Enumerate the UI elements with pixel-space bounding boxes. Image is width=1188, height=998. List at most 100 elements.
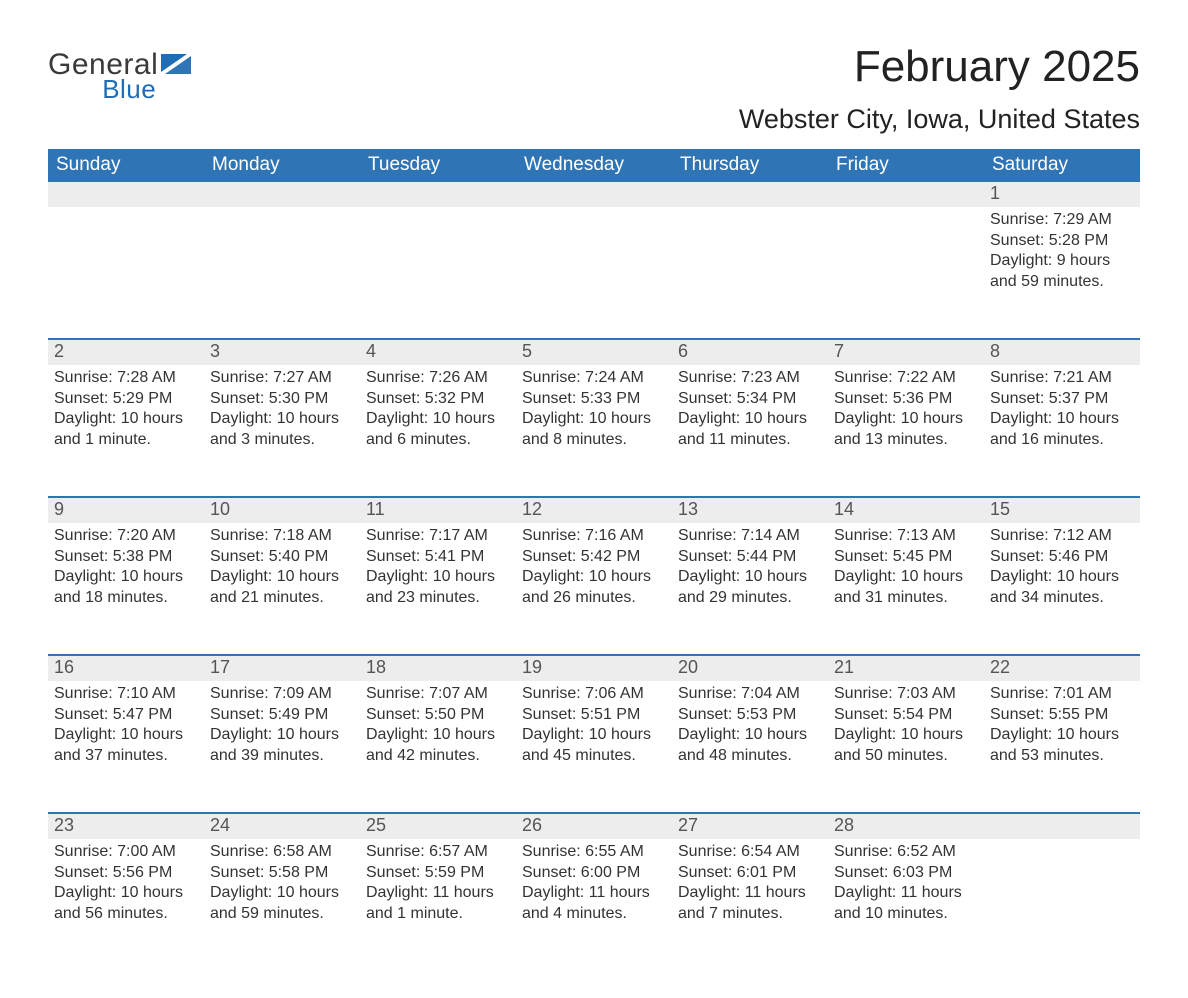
calendar-page: General Blue February 2025 Webster City,… [0,0,1188,998]
daylight-text: Daylight: 10 hours and 11 minutes. [678,409,822,450]
day-detail-cell [48,207,204,339]
day-number-cell: 14 [828,497,984,523]
daylight-text: Daylight: 10 hours and 18 minutes. [54,567,198,608]
day-number-cell [828,182,984,207]
sunrise-text: Sunrise: 6:58 AM [210,842,354,862]
sunset-text: Sunset: 5:44 PM [678,547,822,567]
sunset-text: Sunset: 5:28 PM [990,231,1134,251]
day-detail-cell: Sunrise: 7:14 AMSunset: 5:44 PMDaylight:… [672,523,828,655]
daylight-text: Daylight: 10 hours and 34 minutes. [990,567,1134,608]
sunset-text: Sunset: 5:41 PM [366,547,510,567]
day-detail-cell: Sunrise: 7:09 AMSunset: 5:49 PMDaylight:… [204,681,360,813]
sunset-text: Sunset: 5:33 PM [522,389,666,409]
day-number-cell: 10 [204,497,360,523]
day-number-cell: 5 [516,339,672,365]
day-number-cell: 23 [48,813,204,839]
sunset-text: Sunset: 5:37 PM [990,389,1134,409]
day-number-row: 2345678 [48,339,1140,365]
day-number-cell [360,182,516,207]
flag-icon [161,54,195,80]
sunrise-text: Sunrise: 7:23 AM [678,368,822,388]
day-number-row: 9101112131415 [48,497,1140,523]
day-detail-cell: Sunrise: 7:28 AMSunset: 5:29 PMDaylight:… [48,365,204,497]
day-detail-cell: Sunrise: 7:21 AMSunset: 5:37 PMDaylight:… [984,365,1140,497]
daylight-text: Daylight: 10 hours and 37 minutes. [54,725,198,766]
daylight-text: Daylight: 10 hours and 8 minutes. [522,409,666,450]
sunrise-text: Sunrise: 7:17 AM [366,526,510,546]
day-number-cell: 27 [672,813,828,839]
sunset-text: Sunset: 5:45 PM [834,547,978,567]
day-number-cell: 15 [984,497,1140,523]
day-number-cell: 13 [672,497,828,523]
day-detail-cell [360,207,516,339]
header-row: General Blue February 2025 Webster City,… [48,44,1140,135]
sunrise-text: Sunrise: 7:06 AM [522,684,666,704]
daylight-text: Daylight: 10 hours and 31 minutes. [834,567,978,608]
day-detail-cell: Sunrise: 7:17 AMSunset: 5:41 PMDaylight:… [360,523,516,655]
daylight-text: Daylight: 10 hours and 53 minutes. [990,725,1134,766]
day-detail-cell: Sunrise: 6:54 AMSunset: 6:01 PMDaylight:… [672,839,828,950]
day-number-cell: 11 [360,497,516,523]
day-number-cell: 8 [984,339,1140,365]
sunset-text: Sunset: 5:30 PM [210,389,354,409]
day-detail-cell [204,207,360,339]
sunrise-text: Sunrise: 7:13 AM [834,526,978,546]
day-detail-cell: Sunrise: 7:22 AMSunset: 5:36 PMDaylight:… [828,365,984,497]
daylight-text: Daylight: 10 hours and 50 minutes. [834,725,978,766]
sunrise-text: Sunrise: 6:55 AM [522,842,666,862]
sunrise-text: Sunrise: 6:57 AM [366,842,510,862]
sunset-text: Sunset: 5:49 PM [210,705,354,725]
location: Webster City, Iowa, United States [739,104,1140,135]
day-detail-row: Sunrise: 7:29 AMSunset: 5:28 PMDaylight:… [48,207,1140,339]
titles: February 2025 Webster City, Iowa, United… [739,44,1140,135]
daylight-text: Daylight: 10 hours and 45 minutes. [522,725,666,766]
sunrise-text: Sunrise: 7:12 AM [990,526,1134,546]
weekday-header: Monday [204,149,360,182]
sunrise-text: Sunrise: 7:20 AM [54,526,198,546]
daylight-text: Daylight: 10 hours and 1 minute. [54,409,198,450]
day-detail-cell: Sunrise: 6:57 AMSunset: 5:59 PMDaylight:… [360,839,516,950]
sunset-text: Sunset: 6:01 PM [678,863,822,883]
sunset-text: Sunset: 5:29 PM [54,389,198,409]
sunset-text: Sunset: 5:40 PM [210,547,354,567]
daylight-text: Daylight: 10 hours and 6 minutes. [366,409,510,450]
sunrise-text: Sunrise: 7:26 AM [366,368,510,388]
day-detail-cell: Sunrise: 7:26 AMSunset: 5:32 PMDaylight:… [360,365,516,497]
logo-text: General Blue [48,50,158,102]
sunset-text: Sunset: 5:53 PM [678,705,822,725]
day-number-cell [204,182,360,207]
daylight-text: Daylight: 10 hours and 39 minutes. [210,725,354,766]
sunrise-text: Sunrise: 7:14 AM [678,526,822,546]
sunset-text: Sunset: 5:36 PM [834,389,978,409]
sunset-text: Sunset: 5:59 PM [366,863,510,883]
day-number-cell: 9 [48,497,204,523]
day-detail-cell: Sunrise: 7:12 AMSunset: 5:46 PMDaylight:… [984,523,1140,655]
day-number-row: 16171819202122 [48,655,1140,681]
sunrise-text: Sunrise: 7:00 AM [54,842,198,862]
day-detail-cell: Sunrise: 6:55 AMSunset: 6:00 PMDaylight:… [516,839,672,950]
day-detail-cell [984,839,1140,950]
day-number-cell [516,182,672,207]
day-detail-cell [672,207,828,339]
sunrise-text: Sunrise: 6:54 AM [678,842,822,862]
logo: General Blue [48,44,195,102]
sunrise-text: Sunrise: 7:27 AM [210,368,354,388]
day-number-cell: 19 [516,655,672,681]
day-number-cell [984,813,1140,839]
sunrise-text: Sunrise: 7:24 AM [522,368,666,388]
sunrise-text: Sunrise: 7:18 AM [210,526,354,546]
sunrise-text: Sunrise: 7:21 AM [990,368,1134,388]
day-number-cell: 20 [672,655,828,681]
sunset-text: Sunset: 5:32 PM [366,389,510,409]
day-number-cell: 21 [828,655,984,681]
sunrise-text: Sunrise: 7:04 AM [678,684,822,704]
weekday-header-row: Sunday Monday Tuesday Wednesday Thursday… [48,149,1140,182]
sunset-text: Sunset: 6:00 PM [522,863,666,883]
sunset-text: Sunset: 5:58 PM [210,863,354,883]
daylight-text: Daylight: 10 hours and 16 minutes. [990,409,1134,450]
logo-line2: Blue [102,76,156,102]
sunrise-text: Sunrise: 7:03 AM [834,684,978,704]
sunset-text: Sunset: 5:51 PM [522,705,666,725]
sunset-text: Sunset: 5:50 PM [366,705,510,725]
sunrise-text: Sunrise: 7:10 AM [54,684,198,704]
